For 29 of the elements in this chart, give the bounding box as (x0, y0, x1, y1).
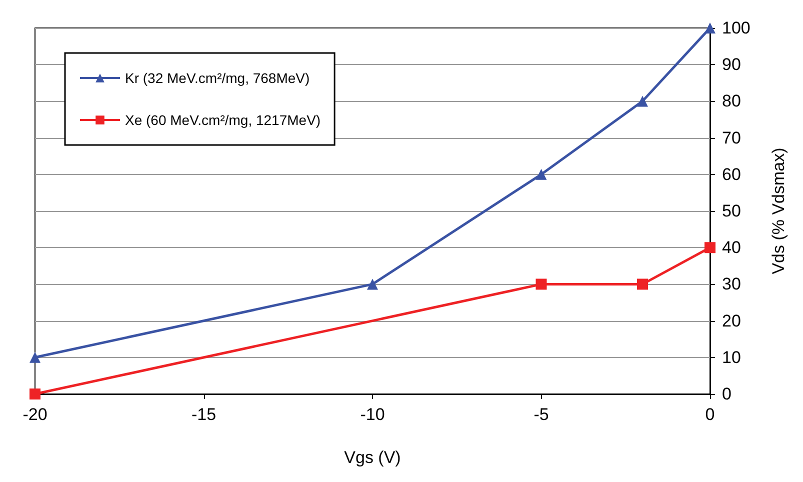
y-tick-label: 50 (722, 202, 741, 220)
point (30, 352, 40, 363)
x-tick-label: -20 (22, 405, 48, 424)
point (704, 242, 716, 254)
y-tick-label: 40 (722, 238, 741, 258)
legend-label: Xe (60 MeV.cm²/mg, 1217MeV) (125, 112, 321, 128)
y-axis-title: Vds (% Vdsmax) (769, 148, 788, 274)
x-tick-label: 0 (705, 405, 715, 424)
point (637, 96, 648, 107)
y-tick-label: 0 (722, 384, 732, 404)
x-tick-label: -5 (534, 405, 549, 424)
y-tick-label: 30 (722, 274, 741, 294)
point (704, 22, 716, 34)
y-tick-label: 80 (722, 92, 741, 111)
x-tick-label: -10 (360, 405, 385, 424)
point (30, 388, 40, 400)
y-tick-label: 20 (722, 311, 741, 330)
x-tick-label: -15 (191, 405, 216, 424)
legend-label: Kr (32 MeV.cm²/mg, 768MeV) (125, 70, 310, 86)
point (536, 278, 547, 290)
y-tick-label: 60 (722, 164, 741, 184)
y-tick-label: 90 (722, 55, 741, 74)
point (367, 278, 378, 290)
y-tick-label: 100 (722, 18, 750, 38)
point (637, 278, 648, 290)
y-tick-label: 70 (722, 128, 741, 148)
y-tick-label: 10 (722, 348, 741, 367)
point (536, 168, 547, 180)
x-axis-title: Vgs (V) (344, 448, 401, 467)
